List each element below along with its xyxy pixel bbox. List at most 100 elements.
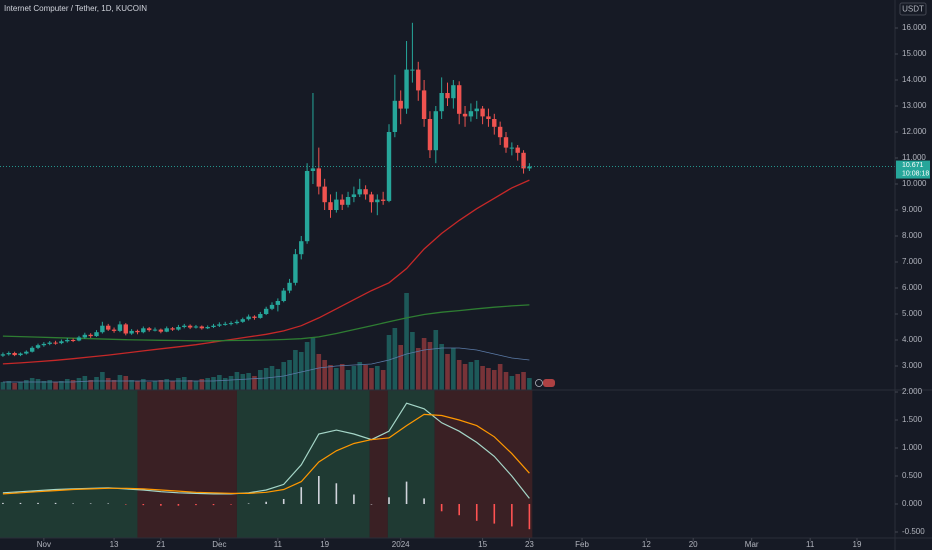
volume-bar	[59, 381, 64, 390]
volume-bar	[117, 375, 123, 390]
currency-box[interactable]	[899, 2, 927, 16]
candle-body	[363, 189, 368, 195]
volume-bar	[497, 364, 503, 390]
volume-bar	[491, 370, 497, 390]
candle-body	[117, 324, 123, 331]
volume-bar	[275, 369, 281, 390]
candle-body	[316, 168, 322, 187]
volume-bar	[234, 372, 240, 390]
volume-bar	[88, 380, 93, 390]
volume-bar	[486, 368, 491, 390]
volume-bar	[199, 379, 205, 390]
signal-region	[236, 390, 370, 538]
volume-bar	[462, 364, 468, 390]
volume-bar	[421, 338, 427, 390]
y-tick-label: 12.000	[902, 127, 927, 136]
histogram-bar	[160, 504, 162, 506]
candle-body	[18, 353, 23, 356]
candle-body	[345, 197, 351, 205]
volume-bar	[70, 380, 76, 390]
histogram-bar	[72, 503, 74, 505]
signal-region	[369, 390, 388, 538]
event-icon[interactable]	[535, 379, 543, 387]
x-tick-label: 20	[689, 540, 698, 549]
candle-body	[497, 126, 503, 138]
volume-bar	[141, 379, 146, 390]
candle-body	[398, 100, 403, 109]
histogram-bar	[388, 497, 390, 505]
y-tick-label: 2.000	[902, 387, 923, 396]
volume-bar	[193, 381, 199, 390]
histogram-bar	[440, 504, 443, 512]
histogram-bar	[2, 502, 4, 505]
x-tick-label: 2024	[392, 540, 410, 549]
candle-body	[369, 194, 374, 203]
volume-bar	[170, 381, 175, 390]
volume-bar	[211, 377, 216, 390]
volume-bar	[369, 368, 374, 390]
candle-body	[304, 171, 310, 242]
volume-bar	[158, 380, 164, 390]
candle-body	[527, 166, 532, 169]
volume-bar	[18, 382, 23, 390]
volume-bar	[82, 376, 88, 390]
y-tick-label: 0.500	[902, 471, 923, 480]
x-tick-label: 19	[853, 540, 862, 549]
candle-body	[439, 93, 444, 112]
histogram-bar	[212, 504, 215, 506]
histogram-bar	[335, 483, 338, 505]
candle-body	[223, 323, 228, 325]
y-tick-label: 13.000	[902, 101, 927, 110]
y-tick-label: 4.000	[902, 335, 923, 344]
volume-bar	[269, 366, 275, 390]
candle-body	[451, 85, 456, 99]
volume-bar	[509, 376, 515, 390]
volume-bar	[164, 379, 170, 390]
volume-bar	[187, 380, 193, 390]
candle-body	[53, 342, 58, 344]
volume-bar	[404, 293, 409, 390]
y-tick-label: 8.000	[902, 231, 923, 240]
y-tick-label: 11.000	[902, 153, 926, 162]
volume-bar	[240, 374, 246, 390]
moving-average	[2, 179, 530, 365]
volume-bar	[480, 366, 485, 390]
candle-body	[503, 137, 509, 148]
volume-bar	[228, 376, 234, 390]
volume-bar	[24, 380, 29, 390]
volume-bar	[263, 368, 269, 390]
candle-body	[287, 282, 292, 291]
volume-bar	[386, 335, 392, 390]
candle-body	[234, 321, 240, 324]
volume-bar	[398, 345, 404, 390]
candle-body	[158, 329, 164, 332]
candle-body	[351, 194, 357, 198]
y-tick-label: 6.000	[902, 283, 923, 292]
candle-body	[24, 351, 29, 354]
currency[interactable]: USDT	[902, 5, 924, 14]
signal-region	[0, 390, 138, 538]
histogram-bar	[282, 498, 285, 505]
volume-bar	[410, 332, 415, 390]
candle-body	[0, 354, 6, 356]
volume-bar	[123, 376, 129, 390]
candle-body	[281, 290, 286, 302]
candle-body	[35, 345, 41, 348]
y-tick-label: 14.000	[902, 75, 927, 84]
volume-bar	[135, 381, 140, 390]
candle-body	[106, 325, 111, 330]
histogram-bar	[247, 503, 250, 505]
y-tick-label: 0.000	[902, 499, 923, 508]
volume-bar	[64, 379, 70, 390]
volume-bar	[439, 344, 444, 390]
volume-bar	[304, 342, 310, 390]
moving-average	[2, 347, 530, 383]
x-tick-label: 13	[110, 540, 119, 549]
histogram-bar	[142, 504, 145, 506]
candle-body	[492, 119, 497, 127]
candle-body	[29, 347, 35, 352]
candle-body	[6, 353, 11, 355]
volume-bar	[293, 350, 298, 390]
volume-bar	[217, 375, 222, 390]
event-icon[interactable]	[543, 379, 555, 387]
